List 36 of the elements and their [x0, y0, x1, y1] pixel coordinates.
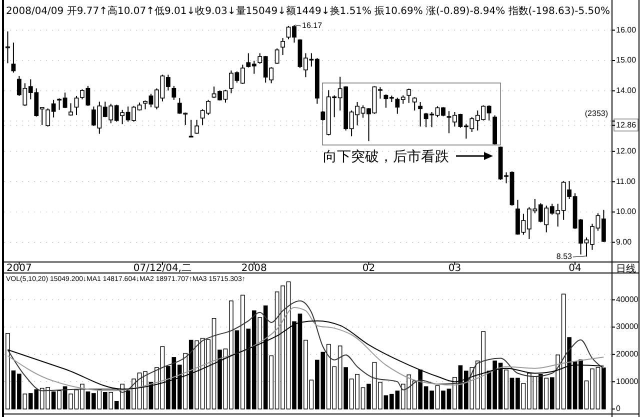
annotation: 16.17	[302, 21, 323, 30]
x-tick-label: 03	[448, 263, 462, 274]
y-tick-label: 12.00	[616, 146, 637, 156]
annotation: (2353)	[584, 109, 608, 118]
candlestick	[11, 42, 16, 74]
annotation: 向下突破，后市看跌	[323, 149, 449, 165]
text: 日线	[616, 263, 636, 275]
y-tick-label: 20000	[616, 350, 639, 359]
candlestick	[406, 88, 412, 104]
y-tick-label: 12.86	[616, 120, 637, 130]
annotation: 8.53	[556, 252, 573, 261]
candlestick	[418, 102, 423, 128]
y-tick-label: 14.00	[616, 86, 637, 95]
x-tick-label: 04	[568, 263, 582, 274]
candlestick	[68, 102, 73, 116]
y-tick-label: 9.00	[616, 237, 632, 246]
y-tick-label: 40000	[616, 294, 639, 304]
x-tick-label: 07/12/04,二	[133, 263, 192, 274]
y-tick-label: 15.00	[616, 56, 637, 65]
y-tick-label: 0	[616, 404, 621, 414]
candlestick	[274, 48, 280, 64]
y-tick-label: 10.00	[616, 207, 637, 216]
candlestick	[194, 119, 200, 134]
y-tick-label: 16.00	[616, 25, 637, 34]
y-tick-label: 10000	[616, 376, 639, 386]
x-tick-label: 2008	[241, 263, 267, 274]
candlestick	[188, 119, 194, 138]
candlestick	[6, 30, 10, 64]
x-tick-label: 2007	[6, 263, 32, 274]
x-tick-label: 02	[362, 263, 376, 274]
y-tick-label: 30000	[616, 322, 639, 332]
y-tick-label: 11.00	[616, 176, 636, 186]
candlestick	[172, 85, 176, 100]
candlestick	[412, 96, 417, 111]
candlestick	[280, 38, 285, 56]
annotation: 2008/04/09 开9.77↑高10.07↑低9.01↓收9.03↓量15049↓额1449↓换1.51% 振10.69% 涨(-0.89)-8.94% 指数(-198.63)-5.50%	[6, 5, 610, 17]
